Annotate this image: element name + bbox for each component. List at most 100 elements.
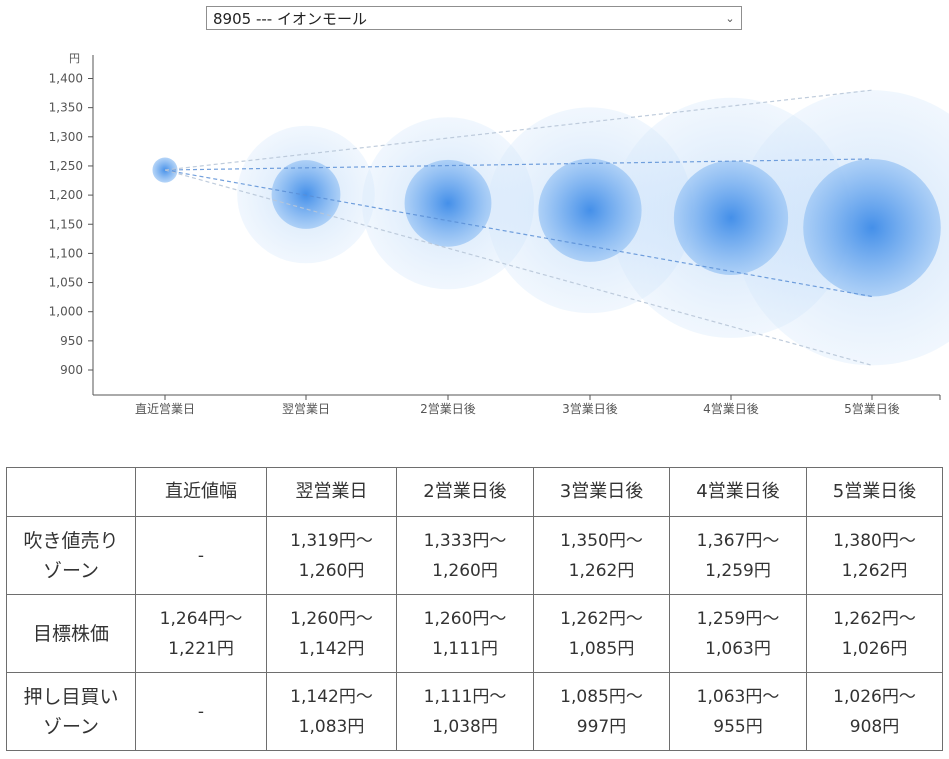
- header-day-4: 4営業日後: [669, 467, 807, 517]
- table-cell: 1,350円～ 1,262円: [533, 516, 670, 595]
- stock-select-value: 8905 --- イオンモール: [213, 9, 367, 28]
- y-tick-label: 1,200: [49, 188, 83, 202]
- cell-value: 1,259円: [705, 560, 771, 581]
- cell-value: 1,142円: [298, 638, 365, 659]
- y-tick-label: 900: [60, 363, 83, 377]
- table-cell: 1,262円～ 1,085円: [533, 594, 670, 673]
- y-tick-label: 1,300: [49, 130, 83, 144]
- target-range-bubble: [404, 159, 492, 247]
- row-label: 目標株価: [6, 594, 136, 673]
- cell-value: 1,260円: [432, 560, 498, 581]
- table-cell: 1,142円～ 1,083円: [266, 672, 397, 751]
- forecast-bubble-chart: 900 950 1,000 1,050 1,100 1,150 1,200 1,250 1,30…: [49, 52, 949, 416]
- x-tick-label: 5営業日後: [844, 402, 900, 416]
- y-tick-label: 1,400: [49, 72, 83, 86]
- table-corner: [6, 467, 136, 517]
- y-tick-label: 1,250: [49, 159, 83, 173]
- zone-table: 直近値幅 翌営業日 2営業日後 3営業日後 4営業日後 5営業日後 吹き値売りゾ…: [6, 467, 943, 751]
- cell-value: 1,063円: [705, 638, 771, 659]
- row-sell-zone: 吹き値売りゾーン - 1,319円～ 1,260円 1,333円～ 1,260円 1,350…: [6, 516, 943, 595]
- cell-value: 1,111円～: [423, 686, 507, 707]
- y-tick-label: 1,050: [49, 276, 83, 290]
- cell-value: 1,026円: [841, 638, 908, 659]
- table-cell: 1,260円～ 1,142円: [266, 594, 397, 673]
- table-cell: -: [135, 672, 267, 751]
- y-unit-label: 円: [69, 52, 80, 65]
- cell-value: 997円: [576, 716, 627, 737]
- cell-value: -: [197, 701, 205, 722]
- y-tick-label: 1,100: [49, 246, 83, 260]
- cell-value: 1,333円～: [423, 530, 507, 551]
- stock-select[interactable]: 8905 --- イオンモール ⌄: [206, 6, 742, 30]
- cell-value: -: [197, 545, 205, 566]
- x-tick-label: 2営業日後: [420, 402, 476, 416]
- target-low-line: [164, 169, 873, 298]
- cell-value: 1,259円～: [696, 608, 780, 629]
- row-label: 押し目買い ゾーン: [6, 672, 136, 751]
- cell-value: 908円: [849, 716, 900, 737]
- cell-value: 1,262円: [568, 560, 635, 581]
- target-range-bubble: [673, 160, 789, 275]
- cell-value: 1,262円～: [560, 608, 643, 629]
- cell-value: 1,380円～: [833, 530, 916, 551]
- cell-value: 1,260円～: [423, 608, 507, 629]
- cell-value: 1,142円～: [290, 686, 373, 707]
- row-label-line: 吹き値売り: [23, 529, 119, 552]
- header-day-5: 5営業日後: [806, 467, 943, 517]
- cell-value: 1,038円: [432, 716, 498, 737]
- table-cell: 1,085円～ 997円: [533, 672, 670, 751]
- table-cell: 1,111円～ 1,038円: [396, 672, 534, 751]
- cell-value: 1,367円～: [696, 530, 780, 551]
- cell-value: 1,319円～: [290, 530, 373, 551]
- cell-value: 1,085円～: [560, 686, 643, 707]
- target-high-line: [164, 158, 873, 171]
- row-label-line: 目標株価: [32, 622, 109, 645]
- row-label-line: ゾーン: [42, 559, 100, 582]
- header-next-day: 翌営業日: [266, 467, 397, 517]
- table-cell: 1,262円～ 1,026円: [806, 594, 943, 673]
- table-cell: 1,319円～ 1,260円: [266, 516, 397, 595]
- x-tick-label: 4営業日後: [703, 402, 759, 416]
- table-cell: 1,259円～ 1,063円: [669, 594, 807, 673]
- header-latest-range: 直近値幅: [135, 467, 267, 517]
- target-range-bubble: [271, 160, 341, 229]
- cell-value: 1,264円～: [159, 608, 243, 629]
- cell-value: 1,350円～: [560, 530, 643, 551]
- x-tick-label: 3営業日後: [562, 402, 618, 416]
- outer-low-line: [164, 169, 873, 366]
- table-cell: -: [135, 516, 267, 595]
- chevron-down-icon[interactable]: ⌄: [725, 11, 735, 25]
- table-cell: 1,264円～ 1,221円: [135, 594, 267, 673]
- row-target-price: 目標株価 1,264円～ 1,221円 1,260円～ 1,142円 1,260円～ 1,1…: [6, 594, 943, 673]
- y-tick-label: 950: [60, 334, 83, 348]
- header-day-3: 3営業日後: [533, 467, 670, 517]
- target-range-bubble: [803, 158, 941, 297]
- row-label-line: 押し目買い: [23, 685, 119, 708]
- table-cell: 1,260円～ 1,111円: [396, 594, 534, 673]
- table-cell: 1,367円～ 1,259円: [669, 516, 807, 595]
- x-tick-label: 直近営業日: [135, 402, 195, 416]
- cell-value: 1,262円: [841, 560, 908, 581]
- row-buy-zone: 押し目買いゾーン - 1,142円～ 1,083円 1,111円～ 1,038円 1,085…: [6, 672, 943, 751]
- cell-value: 955円: [713, 716, 763, 737]
- cell-value: 1,085円: [568, 638, 635, 659]
- cell-value: 1,221円: [168, 638, 234, 659]
- stock-select-box[interactable]: 8905 --- イオンモール ⌄: [206, 6, 742, 30]
- table-cell: 1,026円～ 908円: [806, 672, 943, 751]
- table-cell: 1,333円～ 1,260円: [396, 516, 534, 595]
- target-range-bubble: [538, 158, 642, 262]
- cell-value: 1,083円: [298, 716, 365, 737]
- cell-value: 1,063円～: [696, 686, 780, 707]
- header-day-2: 2営業日後: [396, 467, 534, 517]
- row-label: 吹き値売り ゾーン: [6, 516, 136, 595]
- table-cell: 1,380円～ 1,262円: [806, 516, 943, 595]
- y-tick-label: 1,150: [49, 217, 83, 231]
- y-tick-label: 1,350: [49, 101, 83, 115]
- table-header-row: 直近値幅 翌営業日 2営業日後 3営業日後 4営業日後 5営業日後: [6, 467, 943, 517]
- y-tick-label: 1,000: [49, 305, 83, 319]
- cell-value: 1,260円: [298, 560, 365, 581]
- cell-value: 1,026円～: [833, 686, 916, 707]
- x-tick-label: 翌営業日: [282, 402, 330, 416]
- cell-value: 1,262円～: [833, 608, 916, 629]
- row-label-line: ゾーン: [42, 715, 100, 738]
